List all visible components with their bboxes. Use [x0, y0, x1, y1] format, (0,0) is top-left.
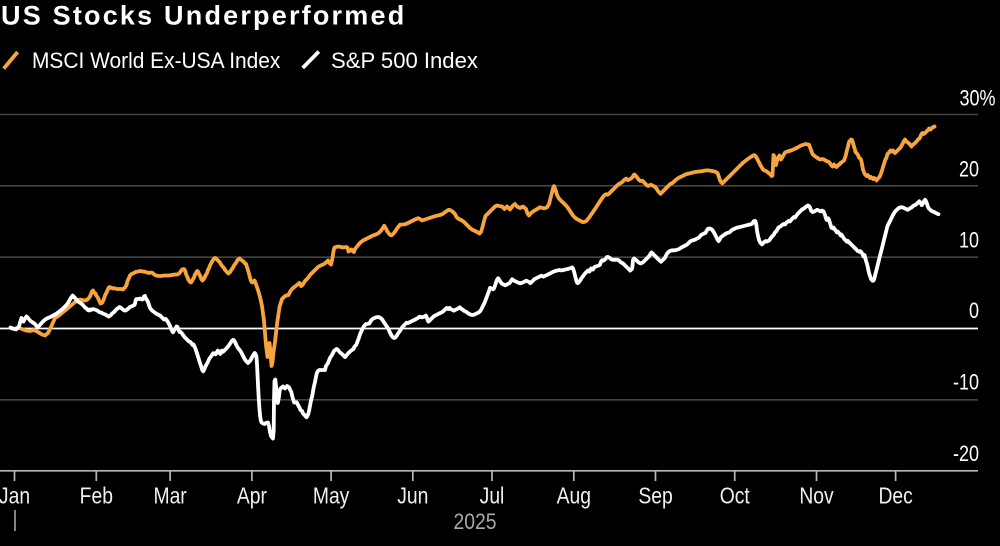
- svg-text:US Stocks Underperformed: US Stocks Underperformed: [1, 1, 406, 31]
- svg-text:20: 20: [959, 158, 979, 182]
- svg-text:Apr: Apr: [237, 484, 267, 509]
- svg-text:2025: 2025: [453, 510, 496, 535]
- svg-text:30%: 30%: [959, 87, 995, 111]
- svg-text:Dec: Dec: [878, 484, 913, 509]
- svg-text:Jun: Jun: [397, 484, 428, 509]
- svg-text:Nov: Nov: [799, 484, 834, 509]
- svg-text:MSCI World Ex-USA Index: MSCI World Ex-USA Index: [32, 47, 281, 73]
- svg-text:Jul: Jul: [480, 484, 505, 509]
- svg-text:-20: -20: [953, 442, 979, 466]
- svg-text:Feb: Feb: [80, 484, 113, 509]
- svg-text:Sep: Sep: [638, 484, 672, 509]
- svg-text:10: 10: [959, 229, 979, 253]
- svg-text:0: 0: [969, 299, 979, 323]
- svg-text:Mar: Mar: [153, 484, 186, 509]
- svg-text:-10: -10: [953, 371, 979, 395]
- svg-text:Jan: Jan: [0, 484, 30, 509]
- svg-text:S&P 500 Index: S&P 500 Index: [331, 48, 478, 73]
- svg-text:May: May: [313, 484, 350, 509]
- svg-text:Aug: Aug: [557, 484, 591, 509]
- svg-text:Oct: Oct: [720, 484, 750, 509]
